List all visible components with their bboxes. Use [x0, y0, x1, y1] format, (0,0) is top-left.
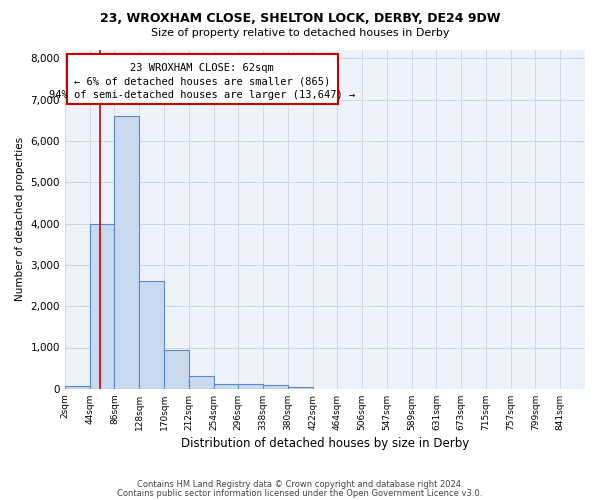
- Bar: [214, 384, 238, 389]
- Text: Size of property relative to detached houses in Derby: Size of property relative to detached ho…: [151, 28, 449, 38]
- Text: 94% of semi-detached houses are larger (13,647) →: 94% of semi-detached houses are larger (…: [49, 90, 355, 100]
- Text: Contains public sector information licensed under the Open Government Licence v3: Contains public sector information licen…: [118, 489, 482, 498]
- Bar: [189, 376, 214, 389]
- X-axis label: Distribution of detached houses by size in Derby: Distribution of detached houses by size …: [181, 437, 469, 450]
- Bar: [263, 385, 288, 389]
- Bar: [238, 384, 263, 389]
- Text: 23, WROXHAM CLOSE, SHELTON LOCK, DERBY, DE24 9DW: 23, WROXHAM CLOSE, SHELTON LOCK, DERBY, …: [100, 12, 500, 26]
- FancyBboxPatch shape: [67, 54, 338, 104]
- Bar: [288, 387, 313, 389]
- Text: ← 6% of detached houses are smaller (865): ← 6% of detached houses are smaller (865…: [74, 76, 331, 86]
- Text: Contains HM Land Registry data © Crown copyright and database right 2024.: Contains HM Land Registry data © Crown c…: [137, 480, 463, 489]
- Text: 23 WROXHAM CLOSE: 62sqm: 23 WROXHAM CLOSE: 62sqm: [130, 63, 274, 73]
- Bar: [115, 116, 139, 389]
- Bar: [65, 386, 89, 389]
- Bar: [139, 282, 164, 389]
- Bar: [164, 350, 189, 389]
- Y-axis label: Number of detached properties: Number of detached properties: [15, 138, 25, 302]
- Bar: [89, 224, 115, 389]
